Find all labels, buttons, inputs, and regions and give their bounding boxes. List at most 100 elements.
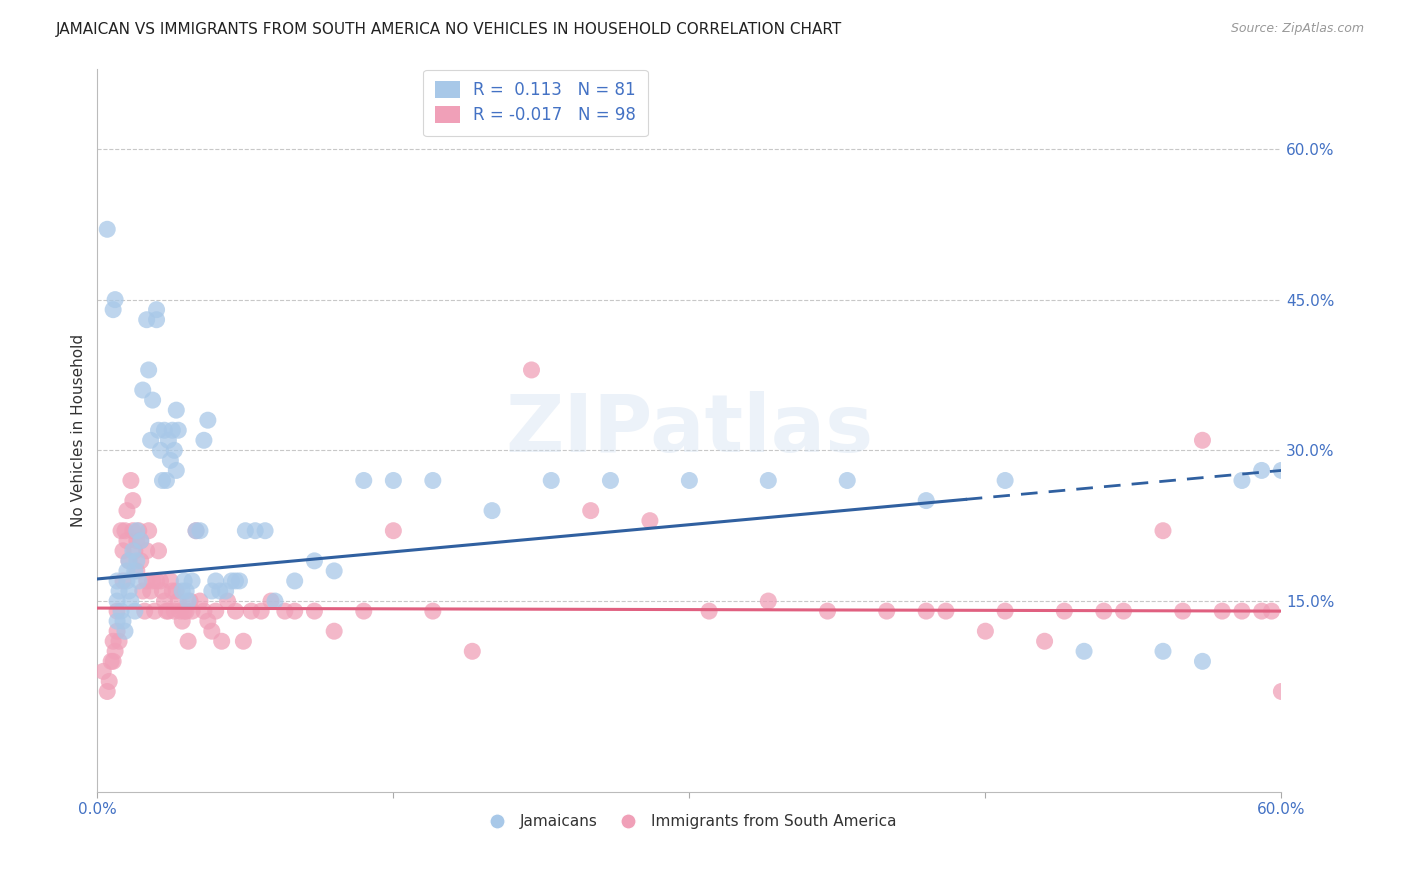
Point bbox=[193, 604, 215, 618]
Point bbox=[1270, 684, 1292, 698]
Text: JAMAICAN VS IMMIGRANTS FROM SOUTH AMERICA NO VEHICLES IN HOUSEHOLD CORRELATION C: JAMAICAN VS IMMIGRANTS FROM SOUTH AMERIC… bbox=[56, 22, 842, 37]
Point bbox=[254, 524, 277, 538]
Point bbox=[197, 614, 219, 628]
Point bbox=[638, 514, 661, 528]
Point bbox=[108, 584, 131, 599]
Point bbox=[1230, 474, 1253, 488]
Point bbox=[167, 594, 190, 608]
Point bbox=[197, 413, 219, 427]
Point bbox=[124, 544, 146, 558]
Point bbox=[264, 594, 287, 608]
Point bbox=[153, 423, 176, 437]
Point bbox=[1092, 604, 1115, 618]
Point bbox=[1250, 604, 1272, 618]
Point bbox=[1152, 644, 1174, 658]
Point bbox=[201, 584, 224, 599]
Point bbox=[111, 614, 134, 628]
Point bbox=[132, 584, 155, 599]
Point bbox=[115, 503, 138, 517]
Point bbox=[169, 604, 191, 618]
Point bbox=[173, 604, 195, 618]
Point bbox=[135, 574, 157, 588]
Point bbox=[152, 584, 174, 599]
Point bbox=[157, 604, 180, 618]
Point bbox=[1191, 434, 1213, 448]
Point bbox=[304, 554, 326, 568]
Point bbox=[135, 312, 157, 326]
Point bbox=[172, 584, 194, 599]
Point bbox=[250, 604, 273, 618]
Point bbox=[101, 654, 124, 668]
Point bbox=[540, 474, 562, 488]
Point bbox=[101, 634, 124, 648]
Point bbox=[143, 604, 166, 618]
Point bbox=[1073, 644, 1095, 658]
Point bbox=[162, 423, 184, 437]
Point bbox=[145, 574, 167, 588]
Point bbox=[1171, 604, 1194, 618]
Point bbox=[481, 503, 503, 517]
Point bbox=[678, 474, 700, 488]
Point bbox=[111, 574, 134, 588]
Point bbox=[145, 302, 167, 317]
Point bbox=[101, 302, 124, 317]
Legend: Jamaicans, Immigrants from South America: Jamaicans, Immigrants from South America bbox=[475, 808, 903, 835]
Point bbox=[1230, 604, 1253, 618]
Point bbox=[138, 363, 160, 377]
Point bbox=[120, 474, 142, 488]
Point bbox=[204, 574, 226, 588]
Point bbox=[165, 403, 187, 417]
Point bbox=[152, 474, 174, 488]
Point bbox=[145, 312, 167, 326]
Point bbox=[155, 474, 177, 488]
Point bbox=[323, 624, 346, 639]
Point bbox=[118, 584, 141, 599]
Point bbox=[188, 594, 211, 608]
Point bbox=[817, 604, 839, 618]
Point bbox=[353, 474, 375, 488]
Point bbox=[142, 574, 165, 588]
Point bbox=[138, 524, 160, 538]
Point bbox=[520, 363, 543, 377]
Point bbox=[1211, 604, 1233, 618]
Point bbox=[217, 594, 239, 608]
Point bbox=[177, 594, 200, 608]
Point bbox=[110, 604, 132, 618]
Point bbox=[284, 604, 307, 618]
Point bbox=[211, 634, 233, 648]
Point bbox=[876, 604, 898, 618]
Point bbox=[139, 584, 162, 599]
Point bbox=[135, 544, 157, 558]
Point bbox=[165, 584, 187, 599]
Point bbox=[174, 604, 197, 618]
Point bbox=[1289, 654, 1312, 668]
Point bbox=[125, 554, 148, 568]
Point bbox=[461, 644, 484, 658]
Point bbox=[125, 524, 148, 538]
Point bbox=[240, 604, 263, 618]
Point bbox=[208, 584, 231, 599]
Point bbox=[224, 574, 246, 588]
Point bbox=[163, 443, 186, 458]
Point bbox=[157, 434, 180, 448]
Point bbox=[201, 624, 224, 639]
Point bbox=[163, 604, 186, 618]
Point bbox=[214, 584, 236, 599]
Point bbox=[142, 393, 165, 408]
Point bbox=[284, 574, 307, 588]
Point bbox=[125, 533, 148, 548]
Point bbox=[994, 604, 1017, 618]
Point bbox=[245, 524, 267, 538]
Point bbox=[181, 574, 204, 588]
Point bbox=[260, 594, 283, 608]
Point bbox=[174, 584, 197, 599]
Point bbox=[697, 604, 720, 618]
Point bbox=[224, 604, 246, 618]
Point bbox=[148, 423, 170, 437]
Point bbox=[179, 594, 201, 608]
Point bbox=[104, 644, 127, 658]
Point bbox=[204, 604, 226, 618]
Point bbox=[122, 493, 145, 508]
Point bbox=[128, 524, 150, 538]
Point bbox=[128, 574, 150, 588]
